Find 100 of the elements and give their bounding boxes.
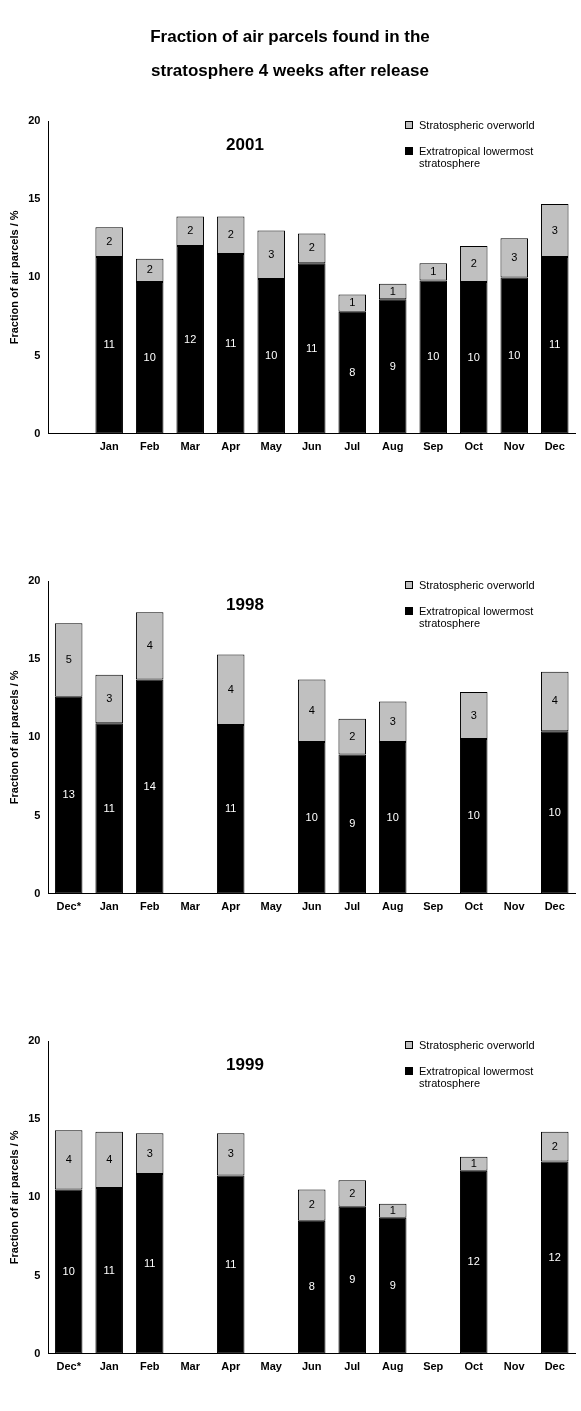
y-tick-label: 15 — [28, 652, 41, 665]
legend-label: Stratospheric overworld — [419, 1039, 535, 1051]
data-label: 9 — [389, 359, 396, 372]
data-label: 4 — [146, 638, 153, 651]
y-tick-label: 0 — [34, 426, 41, 439]
data-label: 11 — [103, 801, 115, 814]
data-label: 10 — [143, 350, 156, 363]
data-label: 12 — [184, 332, 197, 345]
x-tick-label: Mar — [180, 440, 201, 453]
data-label: 10 — [427, 350, 440, 363]
x-tick-label: Jan — [99, 900, 119, 913]
data-label: 3 — [470, 708, 477, 721]
x-tick-label: Nov — [503, 1360, 526, 1373]
data-label: 8 — [349, 365, 356, 378]
data-label: 10 — [265, 349, 278, 362]
x-tick-label: Dec* — [56, 900, 82, 913]
data-label: 11 — [103, 338, 115, 351]
data-label: 2 — [551, 1139, 558, 1152]
data-label: 3 — [268, 247, 275, 260]
data-label: 1 — [470, 1156, 477, 1169]
bar — [176, 246, 204, 434]
x-tick-label: Jun — [301, 440, 322, 453]
bar — [257, 278, 285, 434]
data-label: 10 — [386, 810, 399, 823]
y-tick-label: 15 — [28, 192, 41, 205]
data-label: 11 — [143, 1256, 156, 1269]
y-tick-label: 10 — [28, 1190, 41, 1203]
x-tick-label: Dec — [544, 900, 565, 913]
x-tick-label: May — [260, 900, 283, 913]
data-label: 2 — [349, 1186, 356, 1199]
data-label: 2 — [470, 257, 477, 270]
data-label: 2 — [227, 228, 234, 241]
x-tick-label: May — [260, 1360, 283, 1373]
y-tick-label: 0 — [34, 1346, 41, 1359]
x-tick-label: Aug — [382, 900, 404, 913]
data-label: 12 — [548, 1250, 561, 1263]
bar — [338, 311, 366, 434]
x-tick-label: Oct — [464, 900, 484, 913]
data-label: 2 — [106, 235, 113, 248]
x-tick-label: Aug — [382, 440, 404, 453]
x-tick-label: Jul — [344, 900, 361, 913]
x-tick-label: Jun — [301, 1360, 322, 1373]
data-label: 9 — [389, 1278, 396, 1291]
y-tick-label: 0 — [34, 886, 41, 899]
data-label: 13 — [62, 788, 75, 801]
text: 1999 — [225, 1055, 265, 1075]
data-label: 10 — [467, 350, 480, 363]
x-tick-label: Jul — [344, 1360, 361, 1373]
x-tick-label: Oct — [464, 1360, 484, 1373]
data-label: 11 — [549, 338, 561, 351]
y-axis-title: Fraction of air parcels / % — [7, 1130, 20, 1265]
data-label: 11 — [225, 1257, 237, 1270]
data-label: 2 — [308, 241, 315, 254]
x-tick-label: Feb — [139, 440, 160, 453]
chart-title: Fraction of air parcels found in the stratosphere 4 weeks after release — [149, 26, 431, 82]
data-label: 1 — [349, 296, 356, 309]
y-tick-label: 10 — [28, 270, 41, 283]
y-tick-label: 10 — [28, 730, 41, 743]
y-axis-title: Fraction of air parcels / % — [7, 210, 20, 345]
data-label: 10 — [62, 1264, 75, 1277]
x-tick-label: Oct — [464, 440, 484, 453]
x-tick-label: May — [260, 440, 283, 453]
data-label: 2 — [308, 1198, 315, 1211]
data-label: 11 — [103, 1263, 115, 1276]
x-tick-label: Dec — [544, 440, 565, 453]
x-tick-label: Nov — [503, 900, 526, 913]
x-tick-label: Nov — [503, 440, 526, 453]
legend-label: Stratospheric overworld — [419, 119, 535, 131]
bar — [338, 754, 366, 894]
data-label: 3 — [389, 714, 396, 727]
data-label: 12 — [467, 1255, 480, 1268]
y-tick-label: 15 — [28, 1112, 41, 1125]
data-label: 11 — [225, 802, 237, 815]
data-label: 3 — [106, 692, 113, 705]
x-tick-label: Aug — [382, 1360, 404, 1373]
data-label: 10 — [548, 805, 561, 818]
data-label: 2 — [146, 263, 153, 276]
x-tick-label: Feb — [139, 1360, 160, 1373]
data-label: 3 — [551, 223, 558, 236]
data-label: 10 — [305, 810, 318, 823]
y-tick-label: 5 — [34, 1268, 41, 1281]
x-tick-label: Apr — [221, 900, 241, 913]
x-tick-label: Dec — [544, 1360, 565, 1373]
data-label: 2 — [349, 729, 356, 742]
bar — [95, 257, 123, 434]
x-tick-label: Sep — [423, 440, 444, 453]
data-label: 9 — [349, 1273, 356, 1286]
y-tick-label: 20 — [28, 574, 41, 587]
x-tick-label: Mar — [180, 1360, 201, 1373]
data-label: 14 — [143, 779, 156, 792]
data-label: 9 — [349, 817, 356, 830]
y-axis-title: Fraction of air parcels / % — [7, 670, 20, 805]
data-label: 1 — [389, 284, 396, 297]
data-label: 3 — [227, 1147, 234, 1160]
data-label: 4 — [551, 694, 558, 707]
y-tick-label: 20 — [28, 1034, 41, 1047]
data-label: 10 — [467, 809, 480, 822]
text: 2001 — [225, 135, 265, 155]
data-label: 3 — [146, 1146, 153, 1159]
x-tick-label: Jul — [344, 440, 361, 453]
